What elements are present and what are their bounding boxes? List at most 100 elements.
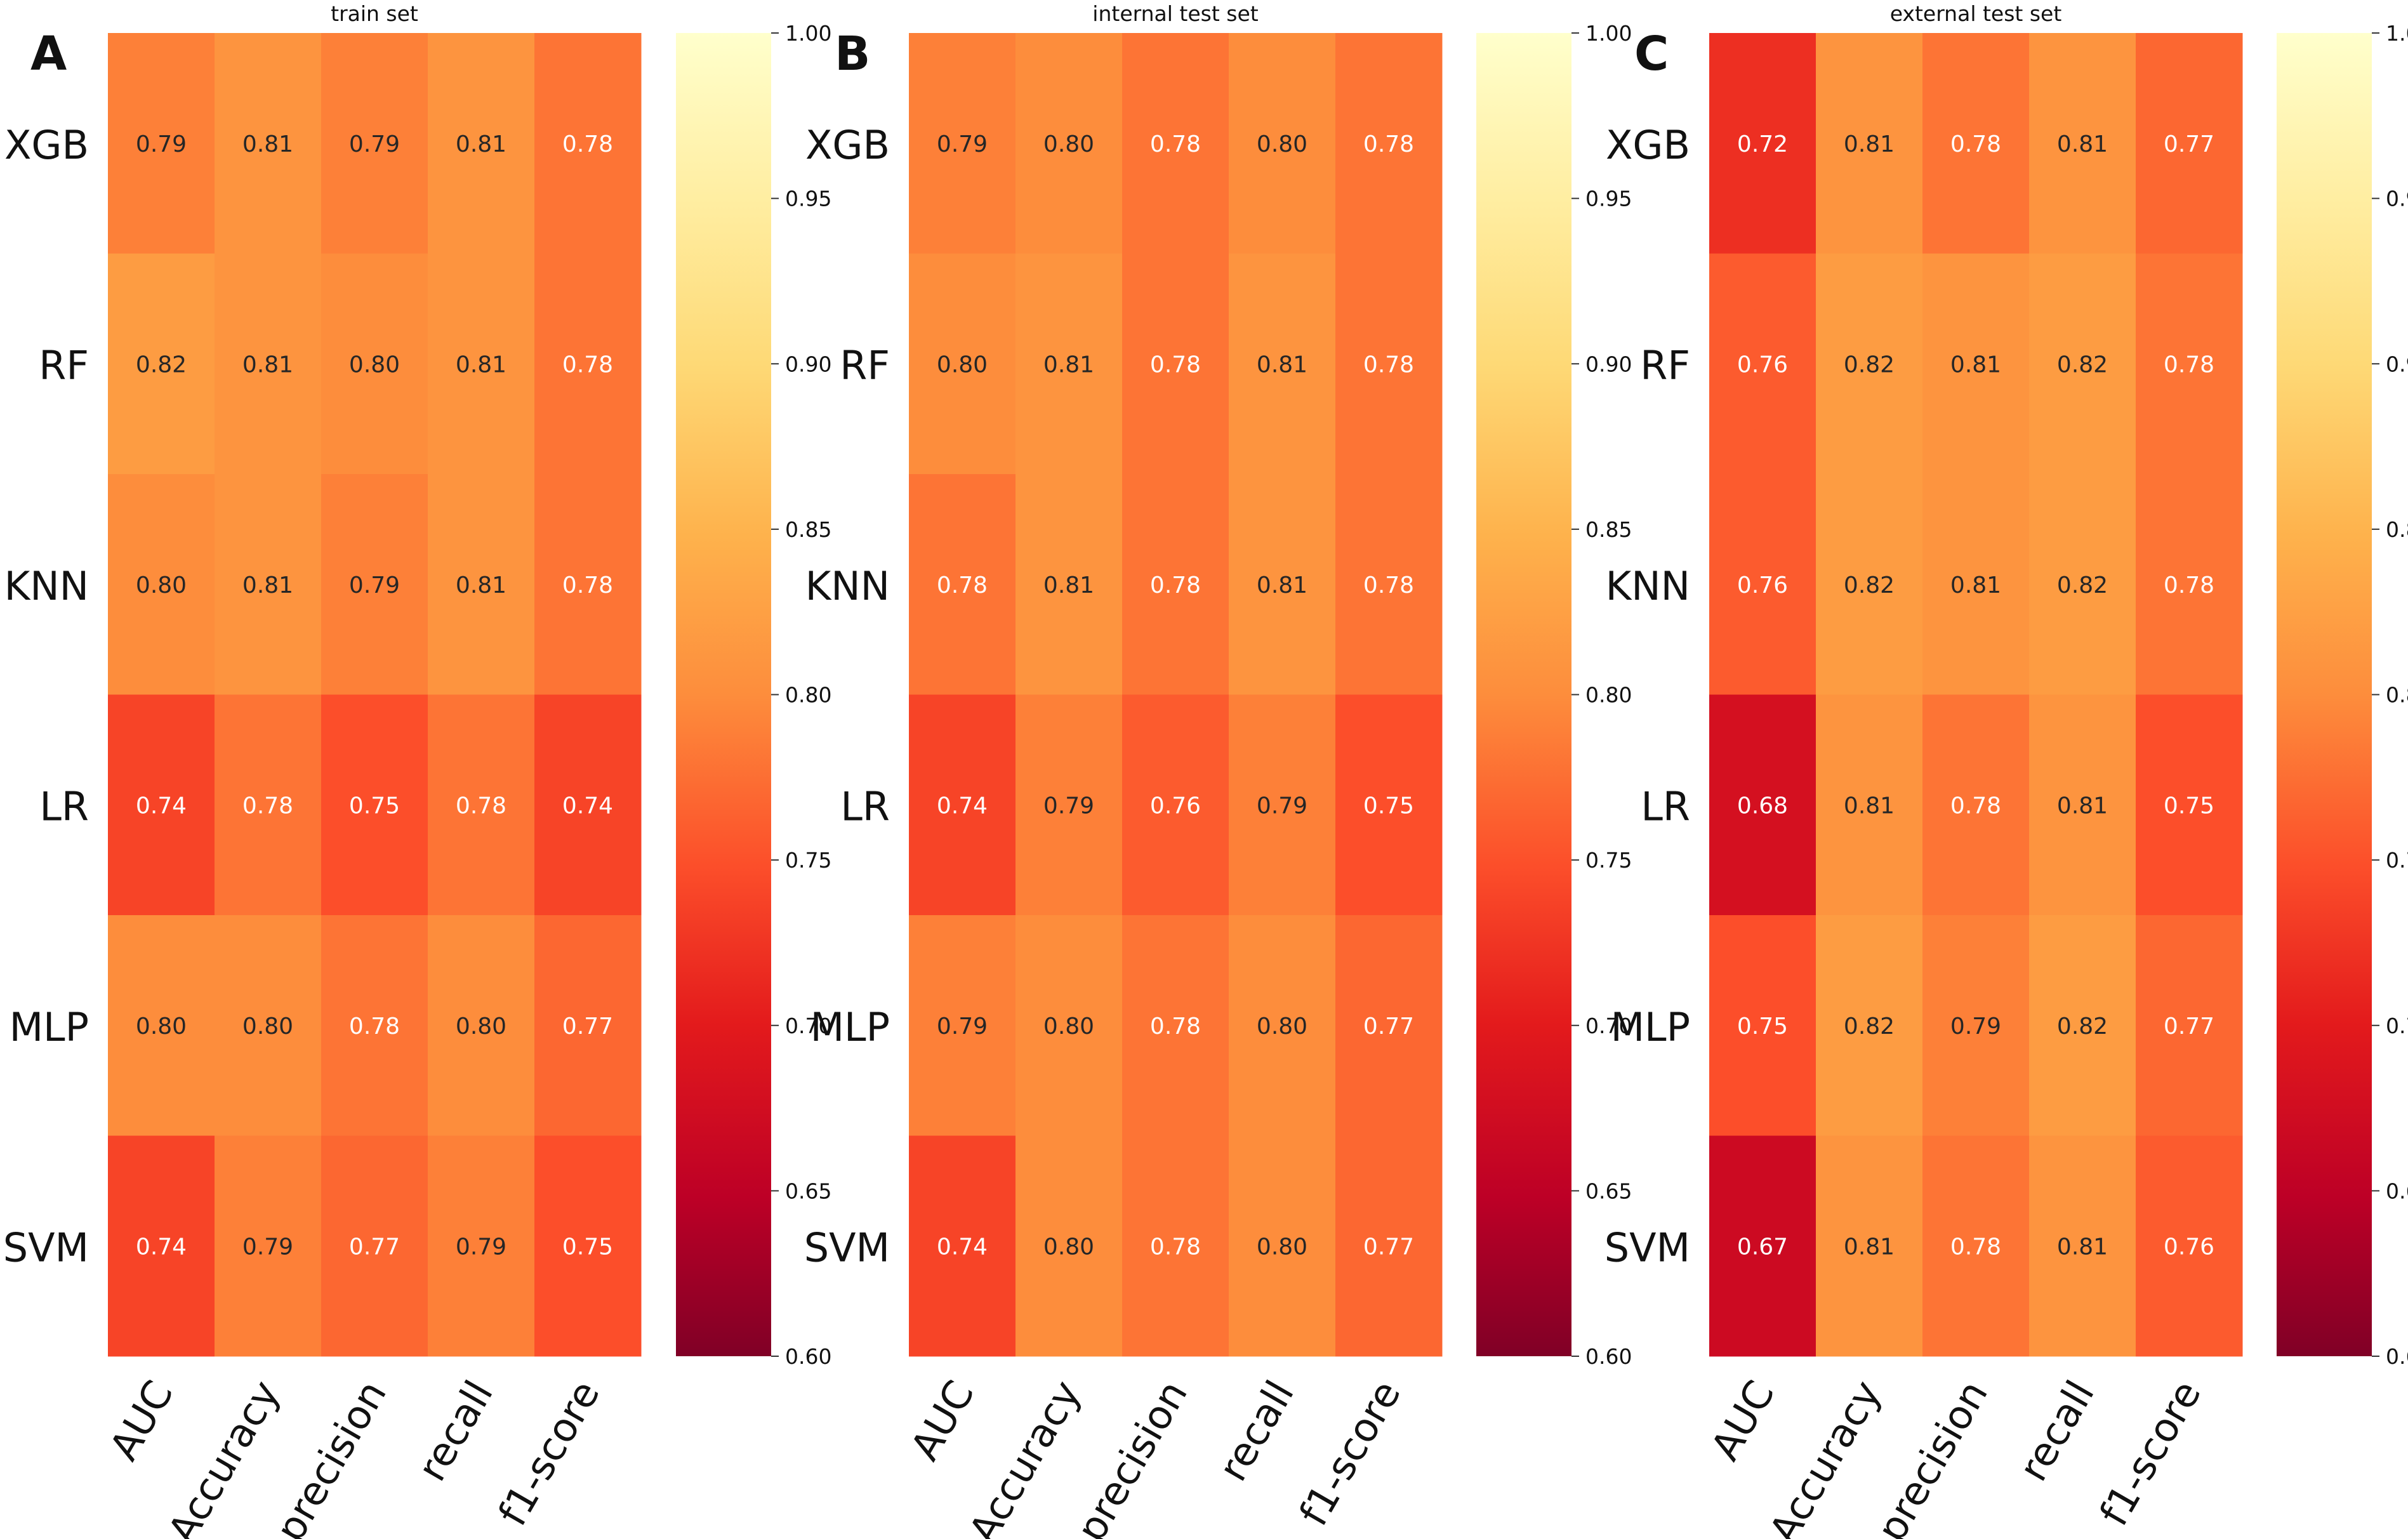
cell-value-label: 0.81 xyxy=(1844,1234,1895,1260)
cell-value-label: 0.81 xyxy=(456,352,506,378)
colorbar-tick-label: 0.75 xyxy=(2386,848,2408,873)
heatmap-cell xyxy=(108,915,215,1136)
column-tick-label: AUC xyxy=(1702,1373,1783,1468)
colorbar xyxy=(676,33,771,1356)
cell-value-label: 0.78 xyxy=(1150,1234,1201,1260)
cell-value-label: 0.74 xyxy=(937,793,988,819)
cell-value-label: 0.82 xyxy=(2057,1014,2108,1040)
heatmap-cell xyxy=(1122,33,1229,254)
cell-value-label: 0.82 xyxy=(2057,352,2108,378)
heatmap-cell xyxy=(2136,474,2243,695)
heatmap-cell xyxy=(1335,1135,1443,1357)
heatmap-cell xyxy=(215,253,322,475)
heatmap-cell xyxy=(1816,694,1923,916)
heatmap-cell xyxy=(2029,33,2136,254)
row-tick-label: KNN xyxy=(805,563,890,609)
heatmap-cell xyxy=(1816,33,1923,254)
heatmap-cell xyxy=(1335,474,1443,695)
heatmap-cell xyxy=(1015,694,1123,916)
heatmap-cell xyxy=(909,694,1016,916)
cell-value-label: 0.74 xyxy=(562,793,613,819)
heatmap-cell xyxy=(1922,694,2030,916)
heatmap-cell xyxy=(1816,253,1923,475)
heatmap-cell xyxy=(1015,253,1123,475)
row-tick-label: RF xyxy=(1640,342,1690,388)
cell-value-label: 0.81 xyxy=(1043,572,1094,598)
cell-value-label: 0.82 xyxy=(136,352,187,378)
cell-value-label: 0.76 xyxy=(2164,1234,2214,1260)
cell-value-label: 0.81 xyxy=(242,131,293,157)
cell-value-label: 0.77 xyxy=(1363,1014,1414,1040)
heatmap-cell xyxy=(321,1135,428,1357)
column-tick-label: AUC xyxy=(100,1373,182,1468)
cell-value-label: 0.75 xyxy=(2164,793,2214,819)
cell-value-label: 0.82 xyxy=(1844,352,1895,378)
colorbar xyxy=(2277,33,2372,1356)
cell-value-label: 0.81 xyxy=(1950,352,2001,378)
heatmap-cell xyxy=(428,1135,535,1357)
heatmap-cell xyxy=(1335,33,1443,254)
heatmap-cell xyxy=(215,1135,322,1357)
row-tick-label: KNN xyxy=(4,563,89,609)
cell-value-label: 0.78 xyxy=(2164,352,2214,378)
heatmap-cell xyxy=(1816,1135,1923,1357)
heatmap-cell xyxy=(428,694,535,916)
heatmap-cell xyxy=(1229,1135,1336,1357)
cell-value-label: 0.81 xyxy=(1257,352,1307,378)
row-tick-label: KNN xyxy=(1606,563,1690,609)
heatmap-cell xyxy=(1709,474,1816,695)
cell-value-label: 0.79 xyxy=(349,131,400,157)
colorbar-tick-label: 0.90 xyxy=(2386,352,2408,376)
cell-value-label: 0.80 xyxy=(1043,1234,1094,1260)
row-tick-label: XGB xyxy=(4,122,89,168)
colorbar-tick-label: 0.65 xyxy=(1585,1179,1632,1203)
cell-value-label: 0.78 xyxy=(1363,131,1414,157)
heatmap-cell xyxy=(428,474,535,695)
cell-value-label: 0.78 xyxy=(242,793,293,819)
colorbar-tick-label: 0.85 xyxy=(785,517,831,542)
cell-value-label: 0.78 xyxy=(1150,352,1201,378)
colorbar-tick-label: 1.00 xyxy=(2386,21,2408,46)
heatmap-cell xyxy=(2029,253,2136,475)
cell-value-label: 0.78 xyxy=(1150,572,1201,598)
heatmap-cell xyxy=(1015,915,1123,1136)
cell-value-label: 0.76 xyxy=(1737,352,1788,378)
heatmap-cell xyxy=(1922,1135,2030,1357)
heatmap-cell xyxy=(428,253,535,475)
panel-title: internal test set xyxy=(1092,1,1258,26)
heatmap-cell xyxy=(2136,253,2243,475)
heatmap-cell xyxy=(321,474,428,695)
cell-value-label: 0.81 xyxy=(1950,572,2001,598)
cell-value-label: 0.78 xyxy=(1950,131,2001,157)
cell-value-label: 0.81 xyxy=(456,572,506,598)
cell-value-label: 0.78 xyxy=(1363,572,1414,598)
cell-value-label: 0.79 xyxy=(1950,1014,2001,1040)
column-tick-label: recall xyxy=(408,1373,502,1489)
heatmap-cell xyxy=(534,694,642,916)
heatmap-cell xyxy=(321,694,428,916)
heatmap-cell xyxy=(1709,915,1816,1136)
cell-value-label: 0.76 xyxy=(1737,572,1788,598)
colorbar-tick-label: 0.80 xyxy=(785,683,831,708)
heatmap-cell xyxy=(2029,474,2136,695)
cell-value-label: 0.81 xyxy=(2057,131,2108,157)
cell-value-label: 0.75 xyxy=(349,793,400,819)
cell-value-label: 0.79 xyxy=(136,131,187,157)
heatmap-cell xyxy=(1922,915,2030,1136)
heatmap-cell xyxy=(909,915,1016,1136)
heatmap-cell xyxy=(909,1135,1016,1357)
heatmap-cell xyxy=(1122,915,1229,1136)
column-tick-label: AUC xyxy=(901,1373,983,1468)
cell-value-label: 0.78 xyxy=(1150,1014,1201,1040)
heatmap-cell xyxy=(2029,694,2136,916)
row-tick-label: RF xyxy=(840,342,890,388)
row-tick-label: LR xyxy=(1641,783,1690,829)
row-tick-label: RF xyxy=(39,342,89,388)
row-tick-label: LR xyxy=(39,783,89,829)
cell-value-label: 0.78 xyxy=(937,572,988,598)
row-tick-label: SVM xyxy=(804,1224,890,1271)
colorbar-tick-label: 0.85 xyxy=(1585,517,1632,542)
heatmap-cell xyxy=(108,1135,215,1357)
colorbar-tick-label: 0.60 xyxy=(1585,1344,1632,1369)
cell-value-label: 0.81 xyxy=(2057,793,2108,819)
